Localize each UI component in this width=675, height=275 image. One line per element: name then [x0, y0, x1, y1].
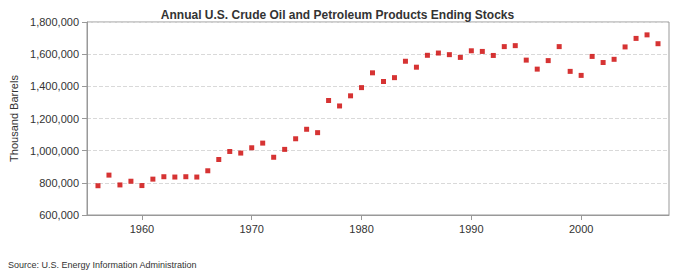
svg-text:Annual U.S. Crude Oil and Petr: Annual U.S. Crude Oil and Petroleum Prod…	[161, 8, 515, 22]
svg-text:2000: 2000	[569, 223, 593, 235]
svg-text:1970: 1970	[239, 223, 263, 235]
svg-text:Thousand Barrels: Thousand Barrels	[8, 75, 20, 162]
svg-text:800,000: 800,000	[39, 177, 79, 189]
svg-text:1,600,000: 1,600,000	[30, 48, 79, 60]
svg-text:1960: 1960	[130, 223, 154, 235]
svg-text:1980: 1980	[349, 223, 373, 235]
svg-text:Source: U.S. Energy Informatio: Source: U.S. Energy Information Administ…	[8, 260, 197, 270]
svg-text:1990: 1990	[459, 223, 483, 235]
svg-text:1,200,000: 1,200,000	[30, 113, 79, 125]
svg-text:1,400,000: 1,400,000	[30, 80, 79, 92]
svg-text:1,800,000: 1,800,000	[30, 16, 79, 28]
svg-text:1,000,000: 1,000,000	[30, 145, 79, 157]
svg-text:600,000: 600,000	[39, 209, 79, 221]
